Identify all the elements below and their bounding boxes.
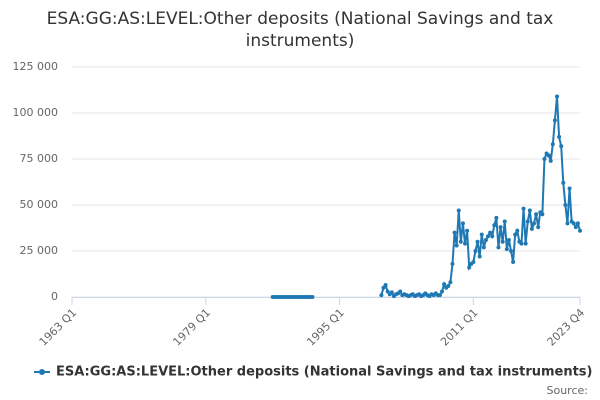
chart-title: ESA:GG:AS:LEVEL:Other deposits (National… — [46, 9, 554, 51]
y-tick-label: 0 — [51, 290, 58, 303]
point — [450, 261, 455, 266]
point — [498, 225, 503, 230]
point — [529, 226, 534, 231]
point — [488, 230, 493, 235]
series-line — [272, 96, 581, 298]
point — [540, 212, 545, 217]
x-tick-label: 1963 Q1 — [37, 306, 80, 349]
point — [490, 234, 495, 239]
point — [442, 282, 447, 287]
point — [310, 295, 315, 299]
point — [454, 243, 459, 248]
point — [573, 225, 578, 230]
point — [511, 260, 516, 265]
point — [563, 203, 568, 207]
point — [575, 221, 580, 226]
point — [437, 293, 442, 298]
point — [546, 153, 551, 158]
y-tick-label: 100 000 — [13, 106, 59, 119]
point — [440, 289, 445, 294]
point — [565, 221, 570, 226]
point — [477, 254, 482, 259]
point — [492, 223, 497, 228]
point — [536, 225, 541, 230]
point — [502, 219, 507, 224]
y-tick-label: 50 000 — [20, 198, 59, 211]
point — [525, 219, 530, 224]
point — [494, 215, 499, 220]
point — [513, 232, 518, 237]
point — [452, 230, 457, 235]
point — [458, 239, 463, 244]
point — [527, 208, 532, 213]
x-tick-label: 2011 Q1 — [438, 306, 481, 349]
point — [448, 280, 453, 285]
point — [559, 144, 564, 149]
point — [496, 245, 501, 250]
point — [479, 232, 484, 237]
x-tick-label: 1995 Q1 — [304, 306, 347, 349]
point — [532, 221, 537, 226]
y-tick-label: 125 000 — [13, 60, 59, 73]
point — [483, 237, 488, 242]
point — [385, 289, 390, 294]
point — [521, 206, 526, 211]
y-tick-label: 25 000 — [20, 244, 59, 257]
legend-label: ESA:GG:AS:LEVEL:Other deposits (National… — [56, 365, 593, 380]
point — [561, 180, 566, 185]
point — [460, 221, 465, 226]
point — [379, 293, 384, 298]
x-tick-label: 2023 Q4 — [545, 306, 588, 349]
point — [550, 142, 555, 147]
point — [481, 245, 486, 250]
point — [486, 234, 491, 239]
point — [555, 94, 560, 99]
point — [523, 241, 528, 246]
point — [506, 237, 511, 242]
point — [475, 239, 480, 244]
source: Source: — [547, 384, 589, 397]
point — [578, 228, 582, 233]
point — [446, 283, 451, 288]
point — [552, 118, 557, 123]
point — [534, 212, 539, 217]
point — [515, 228, 520, 233]
point — [473, 249, 478, 253]
point — [471, 260, 476, 265]
point — [456, 208, 461, 213]
y-tick-label: 75 000 — [20, 152, 59, 165]
point — [504, 247, 509, 252]
point — [465, 228, 470, 233]
point — [509, 249, 514, 253]
point — [571, 221, 576, 226]
point — [381, 285, 386, 290]
point — [467, 265, 472, 270]
point — [463, 241, 468, 246]
point — [398, 289, 403, 294]
point — [500, 239, 505, 244]
point — [548, 158, 553, 163]
point — [542, 157, 547, 161]
legend-marker — [39, 369, 45, 375]
point — [383, 283, 388, 288]
point — [519, 241, 524, 246]
point — [567, 186, 572, 191]
point — [557, 134, 562, 139]
point — [389, 290, 394, 295]
x-tick-label: 1979 Q1 — [170, 306, 213, 349]
